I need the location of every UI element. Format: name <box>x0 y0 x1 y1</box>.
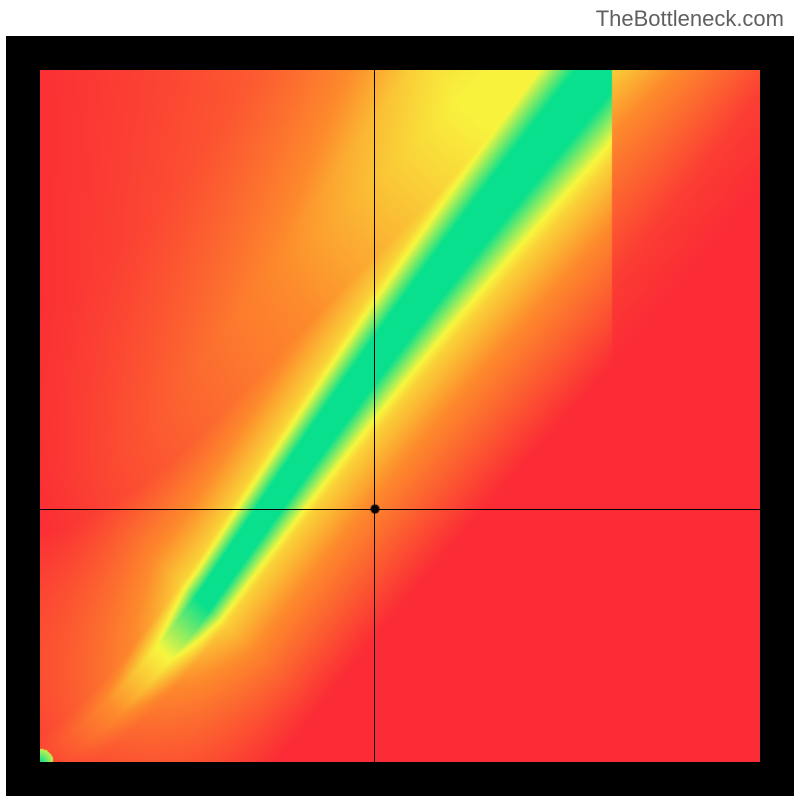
crosshair-vertical <box>374 70 375 762</box>
crosshair-dot <box>368 502 382 516</box>
heatmap-canvas <box>40 70 760 762</box>
chart-container: TheBottleneck.com <box>0 0 800 800</box>
watermark-text: TheBottleneck.com <box>596 6 784 32</box>
crosshair-horizontal <box>40 509 760 510</box>
plot-frame <box>6 36 794 796</box>
